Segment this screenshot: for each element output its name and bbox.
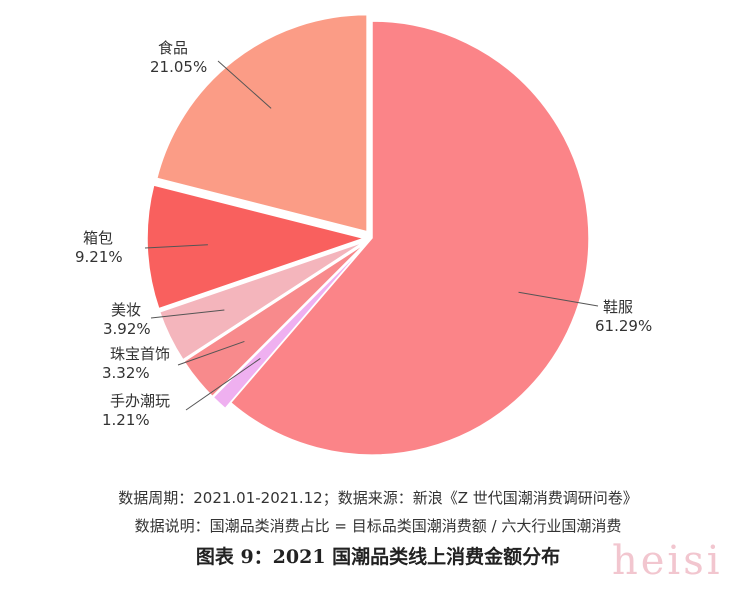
leader-line-1 <box>518 291 599 307</box>
slice-label-value-1: 61.29% <box>595 317 652 335</box>
figure-caption: 图表 9：2021 国潮品类线上消费金额分布 <box>195 546 561 568</box>
data-period-note: 数据周期：2021.01-2021.12；数据来源：新浪《Z 世代国潮消费调研问… <box>118 489 638 507</box>
slice-label-name-1: 鞋服 <box>603 298 633 316</box>
slice-label-value-5: 9.21% <box>75 248 123 266</box>
pie-slice-3 <box>182 242 367 398</box>
slice-label-value-4: 3.92% <box>103 320 151 338</box>
slice-label-value-6: 21.05% <box>150 58 207 76</box>
leader-line-6 <box>217 60 272 109</box>
slice-label-name-5: 箱包 <box>83 229 113 247</box>
slice-label-name-4: 美妆 <box>111 301 141 319</box>
pie-slice-4 <box>158 240 366 361</box>
leader-line-2 <box>185 358 261 411</box>
pie-slice-5 <box>146 184 367 310</box>
slice-label-name-6: 食品 <box>158 39 188 57</box>
slice-label-name-2: 手办潮玩 <box>110 392 170 410</box>
pie-slice-1 <box>229 20 590 456</box>
data-description-note: 数据说明：国潮品类消费占比 = 目标品类国潮消费额 / 六大行业国潮消费 <box>134 517 622 535</box>
pie-slice-2 <box>212 243 368 410</box>
leader-line-3 <box>177 340 245 366</box>
watermark: heisi <box>612 538 723 584</box>
leader-line-5 <box>144 244 208 249</box>
pie-slice-6 <box>155 13 368 233</box>
slice-label-name-3: 珠宝首饰 <box>110 345 170 363</box>
leader-line-4 <box>150 309 225 319</box>
slice-label-value-3: 3.32% <box>102 364 150 382</box>
slice-label-value-2: 1.21% <box>102 411 150 429</box>
